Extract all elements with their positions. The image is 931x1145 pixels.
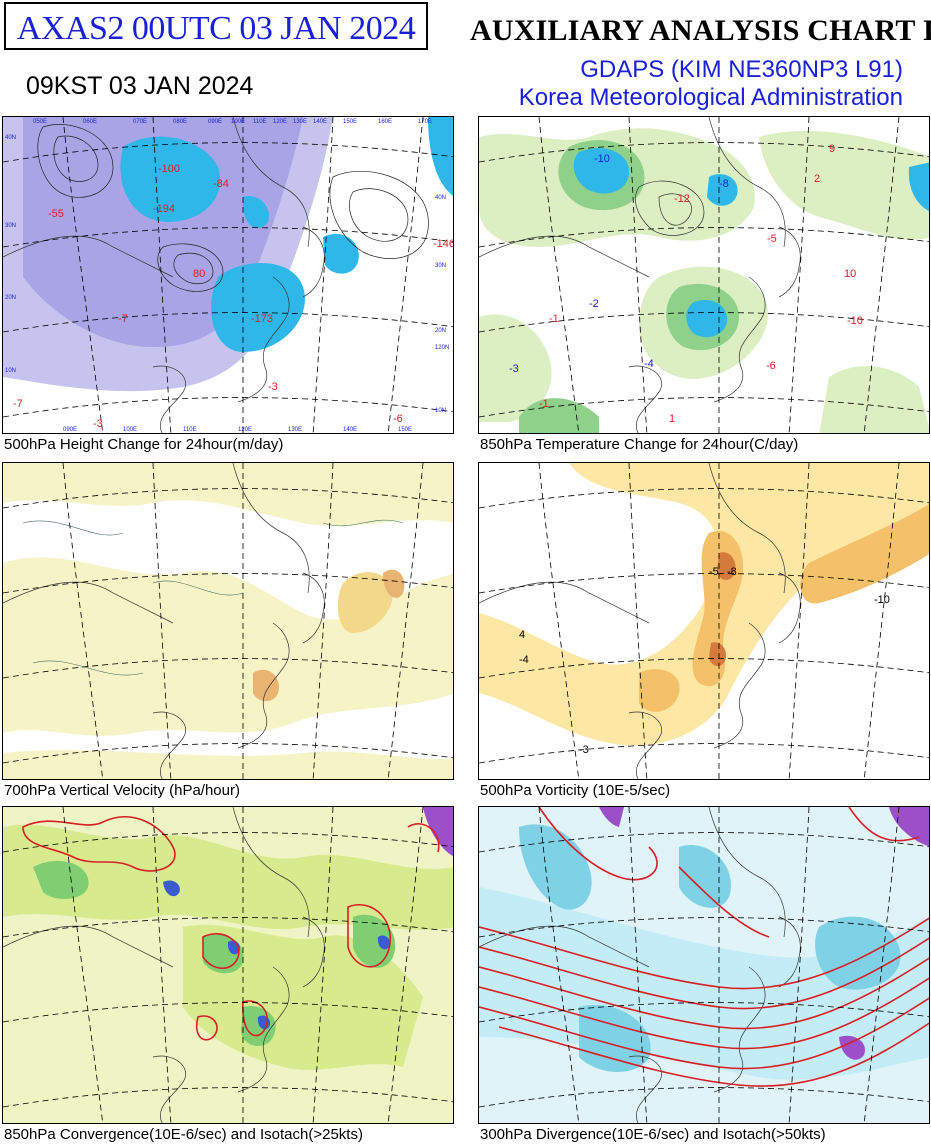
lon-label: 150E (398, 427, 412, 433)
lon-label: 130E (293, 119, 307, 125)
lon-label: 130E (288, 427, 302, 433)
lat-label: 30N (5, 223, 16, 229)
temp-label-2: -12 (674, 193, 690, 205)
temp-label-9: 1 (669, 413, 675, 425)
temp-label-11: -3 (509, 363, 519, 375)
agency-label: Korea Meteorological Administration (518, 84, 903, 111)
panel-divergence (478, 806, 930, 1124)
lat-label: 20N (5, 295, 16, 301)
height-label-6: -146 (433, 238, 454, 250)
height-label-4: -173 (251, 313, 273, 325)
temp-label-13: 2 (814, 173, 820, 185)
temp-label-4: -5 (767, 233, 777, 245)
caption-convergence: 850hPa Convergence(10E-6/sec) and Isotac… (4, 1126, 363, 1143)
panel-vorticity: -8 -5 -4 -10 -3 4 (478, 462, 930, 780)
lon-label: 140E (313, 119, 327, 125)
temp-label-8: -1 (549, 313, 559, 325)
lat-label: 40N (5, 135, 16, 141)
lon-label: 100E (123, 427, 137, 433)
convergence-map (3, 807, 453, 1123)
lon-label: 160E (378, 119, 392, 125)
lon-label: 120E (273, 119, 287, 125)
caption-vorticity: 500hPa Vorticity (10E-5/sec) (480, 782, 671, 799)
temp-label-7: -6 (766, 360, 776, 372)
temp-label-6: -10 (847, 315, 863, 327)
caption-temp-change: 850hPa Temperature Change for 24hour(C/d… (480, 436, 799, 453)
vorticity-label-3: -4 (519, 654, 529, 666)
height-label-5: 80 (193, 268, 205, 280)
temp-label-5: 10 (844, 268, 856, 280)
height-label-9: -6 (393, 413, 403, 425)
lon-label: 070E (133, 119, 147, 125)
caption-vertical-velocity: 700hPa Vertical Velocity (hPa/hour) (4, 782, 240, 799)
temp-change-map: -10 -12 -8 -5 10 -10 -6 -1 1 -2 -3 -4 2 … (479, 117, 929, 433)
height-label-10: -3 (93, 418, 103, 430)
lon-label: 090E (208, 119, 222, 125)
vorticity-label-2: -5 (709, 566, 719, 578)
lon-label: 080E (173, 119, 187, 125)
height-label-1: -100 (158, 163, 180, 175)
vorticity-label-1: -8 (727, 566, 737, 578)
height-label-7: -3 (268, 381, 278, 393)
lat-label: 20N (435, 328, 446, 334)
vorticity-label-5: -3 (579, 744, 589, 756)
lon-label: 100E (231, 119, 245, 125)
model-label: GDAPS (KIM NE360NP3 L91) (580, 56, 903, 83)
height-label-8: -7 (118, 313, 128, 325)
caption-divergence: 300hPa Divergence(10E-6/sec) and Isotach… (480, 1126, 826, 1143)
panel-temp-change: -10 -12 -8 -5 10 -10 -6 -1 1 -2 -3 -4 2 … (478, 116, 930, 434)
temp-label-1: -10 (594, 153, 610, 165)
lon-label: 050E (33, 119, 47, 125)
caption-height-change: 500hPa Height Change for 24hour(m/day) (4, 436, 284, 453)
lat-label: 40N (435, 195, 446, 201)
temp-label-10: -2 (589, 298, 599, 310)
lat-label: 10N (435, 408, 446, 414)
lon-label: 110E (183, 427, 197, 433)
lon-label: 140E (343, 427, 357, 433)
temp-label-12: -4 (644, 358, 654, 370)
height-label-11: -7 (13, 398, 23, 410)
height-label-3: -194 (153, 203, 175, 215)
chart-title: AUXILIARY ANALYSIS CHART II (470, 14, 931, 47)
vorticity-map: -8 -5 -4 -10 -3 4 (479, 463, 929, 779)
lon-label: 110E (253, 119, 267, 125)
vorticity-label-6: 4 (519, 629, 525, 641)
temp-label-14: -1 (539, 398, 549, 410)
lon-label: 150E (343, 119, 357, 125)
temp-label-3: -8 (719, 178, 729, 190)
chart-code-box: AXAS2 00UTC 03 JAN 2024 (4, 2, 428, 50)
lon-label: 090E (63, 427, 77, 433)
height-label-2: -84 (213, 178, 229, 190)
temp-label-15: 9 (829, 143, 835, 155)
vorticity-label-4: -10 (874, 594, 890, 606)
kst-time-label: 09KST 03 JAN 2024 (26, 72, 254, 100)
panel-vertical-velocity (2, 462, 454, 780)
height-change-map: -100 -84 -194 -173 80 -146 -3 -7 -6 -3 -… (3, 117, 454, 433)
lat-label: 30N (435, 263, 446, 269)
height-label-12: -55 (48, 208, 64, 220)
lon-label: 120E (238, 427, 252, 433)
lon-label: 060E (83, 119, 97, 125)
panel-height-change: -100 -84 -194 -173 80 -146 -3 -7 -6 -3 -… (2, 116, 454, 434)
lat-label: 120N (435, 345, 449, 351)
lat-label: 10N (5, 368, 16, 374)
panel-convergence (2, 806, 454, 1124)
vertical-velocity-map (3, 463, 453, 779)
divergence-map (479, 807, 929, 1123)
lon-label: 170E (418, 119, 432, 125)
chart-code-label: AXAS2 00UTC 03 JAN 2024 (16, 10, 416, 47)
